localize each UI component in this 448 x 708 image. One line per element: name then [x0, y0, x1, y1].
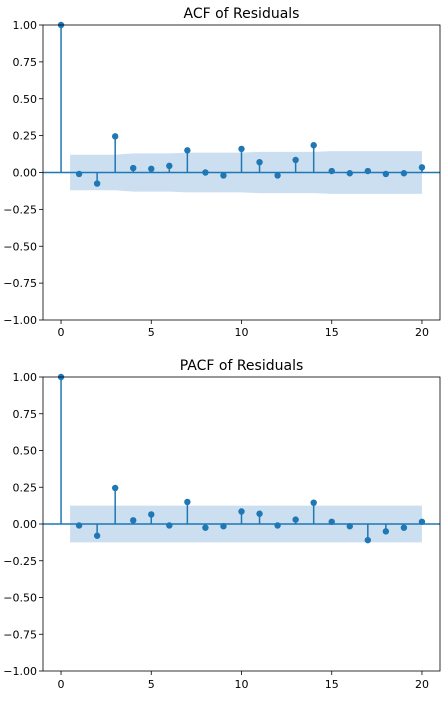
pacf-marker-lag-14: [310, 499, 317, 506]
pacf-y-tick-label: −1.00: [3, 665, 37, 678]
acf-y-tick-label: −1.00: [3, 314, 37, 327]
pacf-marker-lag-9: [220, 523, 227, 530]
acf-marker-lag-8: [202, 169, 209, 176]
pacf-x-tick-label: 20: [415, 678, 429, 691]
pacf-title: PACF of Residuals: [180, 358, 304, 374]
acf-panel: ACF of Residuals 1.00 0.75 0.50 0.25 0.00 −0.2…: [3, 6, 441, 339]
pacf-marker-lag-10: [238, 508, 245, 515]
acf-y-tick-label: 0.00: [13, 167, 38, 180]
pacf-marker-lag-4: [130, 517, 137, 524]
acf-x-tick-label: 0: [58, 326, 65, 339]
acf-y-tick-label: 0.25: [13, 130, 38, 143]
acf-y-tick-label: 1.00: [13, 19, 38, 32]
acf-marker-lag-10: [238, 145, 245, 153]
pacf-y-tick-label: −0.25: [3, 555, 37, 568]
pacf-y-tick-label: 0.00: [13, 518, 38, 531]
pacf-marker-lag-19: [400, 524, 408, 531]
acf-marker-lag-20: [418, 164, 426, 171]
pacf-marker-lag-6: [166, 522, 173, 529]
acf-x-tick-label: 15: [325, 326, 339, 339]
acf-marker-lag-16: [346, 170, 353, 177]
pacf-marker-lag-17: [364, 536, 372, 544]
acf-marker-lag-11: [256, 158, 263, 166]
acf-y-tick-label: −0.25: [3, 203, 37, 216]
pacf-marker-lag-16: [346, 523, 353, 530]
acf-y-tick-label: 0.75: [13, 56, 38, 69]
pacf-panel: PACF of Residuals 1.00 0.75 0.50 0.25 0.00 −0.…: [3, 358, 441, 691]
acf-marker-lag-9: [220, 172, 227, 179]
acf-x-tick-label: 5: [148, 326, 155, 339]
acf-marker-lag-3: [111, 133, 119, 140]
pacf-x-tick-label: 5: [148, 678, 155, 691]
pacf-x-tick-label: 0: [58, 678, 65, 691]
pacf-marker-lag-1: [75, 522, 83, 529]
pacf-marker-lag-15: [328, 518, 335, 525]
acf-title: ACF of Residuals: [184, 6, 300, 22]
acf-marker-lag-19: [400, 170, 408, 177]
acf-marker-lag-6: [166, 162, 173, 170]
pacf-y-tick-label: 0.25: [13, 481, 38, 494]
pacf-marker-lag-12: [274, 522, 281, 529]
pacf-marker-lag-11: [256, 510, 263, 517]
acf-y-tick-label: −0.50: [3, 240, 37, 253]
pacf-y-tick-label: −0.50: [3, 592, 37, 605]
acf-x-tick-label: 20: [415, 326, 429, 339]
pacf-marker-lag-20: [418, 518, 426, 525]
acf-marker-lag-13: [292, 156, 299, 164]
pacf-x-tick-label: 10: [235, 678, 249, 691]
acf-marker-lag-15: [328, 167, 335, 175]
pacf-y-tick-label: 0.75: [13, 408, 38, 421]
pacf-x-tick-label: 15: [325, 678, 339, 691]
acf-marker-lag-17: [364, 167, 372, 175]
acf-marker-lag-1: [75, 170, 83, 178]
acf-marker-lag-12: [274, 172, 281, 179]
acf-marker-lag-2: [93, 180, 101, 187]
pacf-marker-lag-8: [202, 524, 209, 531]
pacf-marker-lag-13: [292, 516, 299, 523]
acf-marker-lag-4: [130, 164, 137, 172]
acf-marker-lag-18: [382, 170, 390, 178]
acf-y-tick-label: −0.75: [3, 277, 37, 290]
acf-marker-lag-7: [184, 147, 191, 154]
pacf-y-tick-label: −0.75: [3, 628, 37, 641]
acf-y-tick-label: 0.50: [13, 93, 38, 106]
pacf-marker-lag-2: [93, 532, 101, 539]
pacf-marker-lag-18: [382, 528, 390, 535]
pacf-y-tick-label: 1.00: [13, 371, 38, 384]
acf-marker-lag-14: [310, 142, 317, 149]
pacf-marker-lag-7: [184, 498, 191, 506]
pacf-y-tick-label: 0.50: [13, 445, 38, 458]
acf-marker-lag-5: [148, 165, 155, 173]
pacf-marker-lag-5: [148, 511, 155, 518]
acf-x-tick-label: 10: [235, 326, 249, 339]
pacf-marker-lag-3: [111, 484, 119, 492]
